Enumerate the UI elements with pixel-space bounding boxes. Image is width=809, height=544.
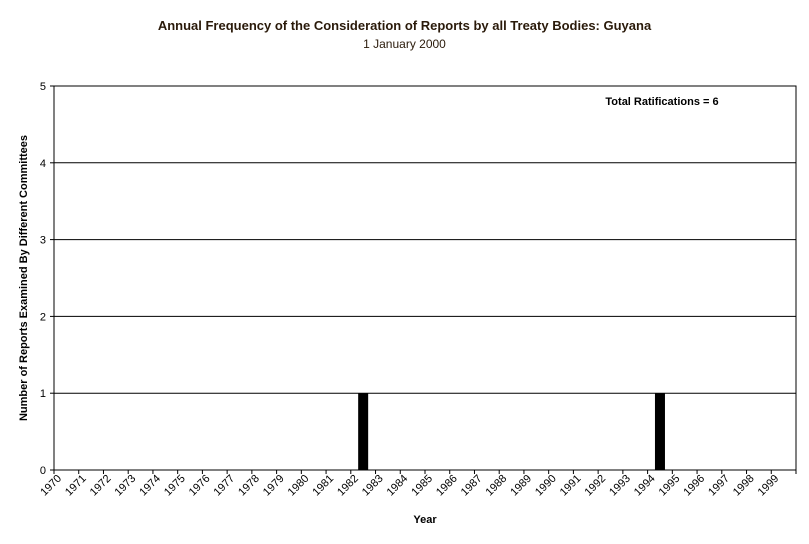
bar-1994 [654,393,665,470]
x-tick-label: 1995 [657,473,683,499]
y-tick-label: 5 [40,81,46,93]
x-tick-label: 1998 [731,473,757,499]
x-tick-label: 1997 [706,473,732,499]
x-tick-label: 1991 [558,473,584,499]
x-tick-label: 1987 [459,473,485,499]
bars [358,393,665,470]
x-tick-label: 1981 [310,473,336,499]
x-tick-label: 1973 [113,473,139,499]
x-tick-label: 1999 [756,473,782,499]
y-tick-label: 3 [40,235,46,247]
plot-area [53,85,797,471]
x-tick-label: 1990 [533,473,559,499]
x-tick-label: 1976 [187,473,213,499]
x-tick-label: 1985 [409,473,435,499]
x-tick-label: 1982 [335,473,361,499]
x-tick-label: 1993 [607,473,633,499]
x-tick-label: 1988 [484,473,510,499]
x-tick-label: 1971 [63,473,89,499]
y-tick-label: 0 [40,465,46,477]
y-tick-label: 4 [40,158,46,170]
x-tick-label: 1979 [261,473,287,499]
y-axis-ticks: 0 1 2 3 4 5 [40,81,54,477]
y-tick-label: 2 [40,311,46,323]
x-tick-label: 1974 [137,473,163,499]
x-axis-title: Year [413,514,437,526]
y-tick-label: 1 [40,388,46,400]
x-tick-label: 1975 [162,473,188,499]
bar-1982 [358,393,369,470]
x-tick-label: 1983 [360,473,386,499]
total-ratifications-annotation: Total Ratifications = 6 [605,96,718,108]
x-tick-label: 1986 [434,473,460,499]
x-tick-label: 1972 [88,473,114,499]
x-tick-label: 1989 [508,473,534,499]
gridlines [54,162,796,394]
x-tick-label: 1992 [582,473,608,499]
x-tick-label: 1978 [236,473,262,499]
x-tick-label: 1994 [632,473,658,499]
x-tick-label: 1977 [211,473,237,499]
chart-title: Annual Frequency of the Consideration of… [157,18,652,33]
x-axis-ticks: 1970197119721973197419751976197719781979… [38,470,797,499]
x-tick-label: 1996 [681,473,707,499]
x-tick-label: 1984 [385,473,411,499]
chart-subtitle: 1 January 2000 [363,37,446,51]
x-tick-label: 1980 [286,473,312,499]
y-axis-title: Number of Reports Examined By Different … [18,135,30,421]
